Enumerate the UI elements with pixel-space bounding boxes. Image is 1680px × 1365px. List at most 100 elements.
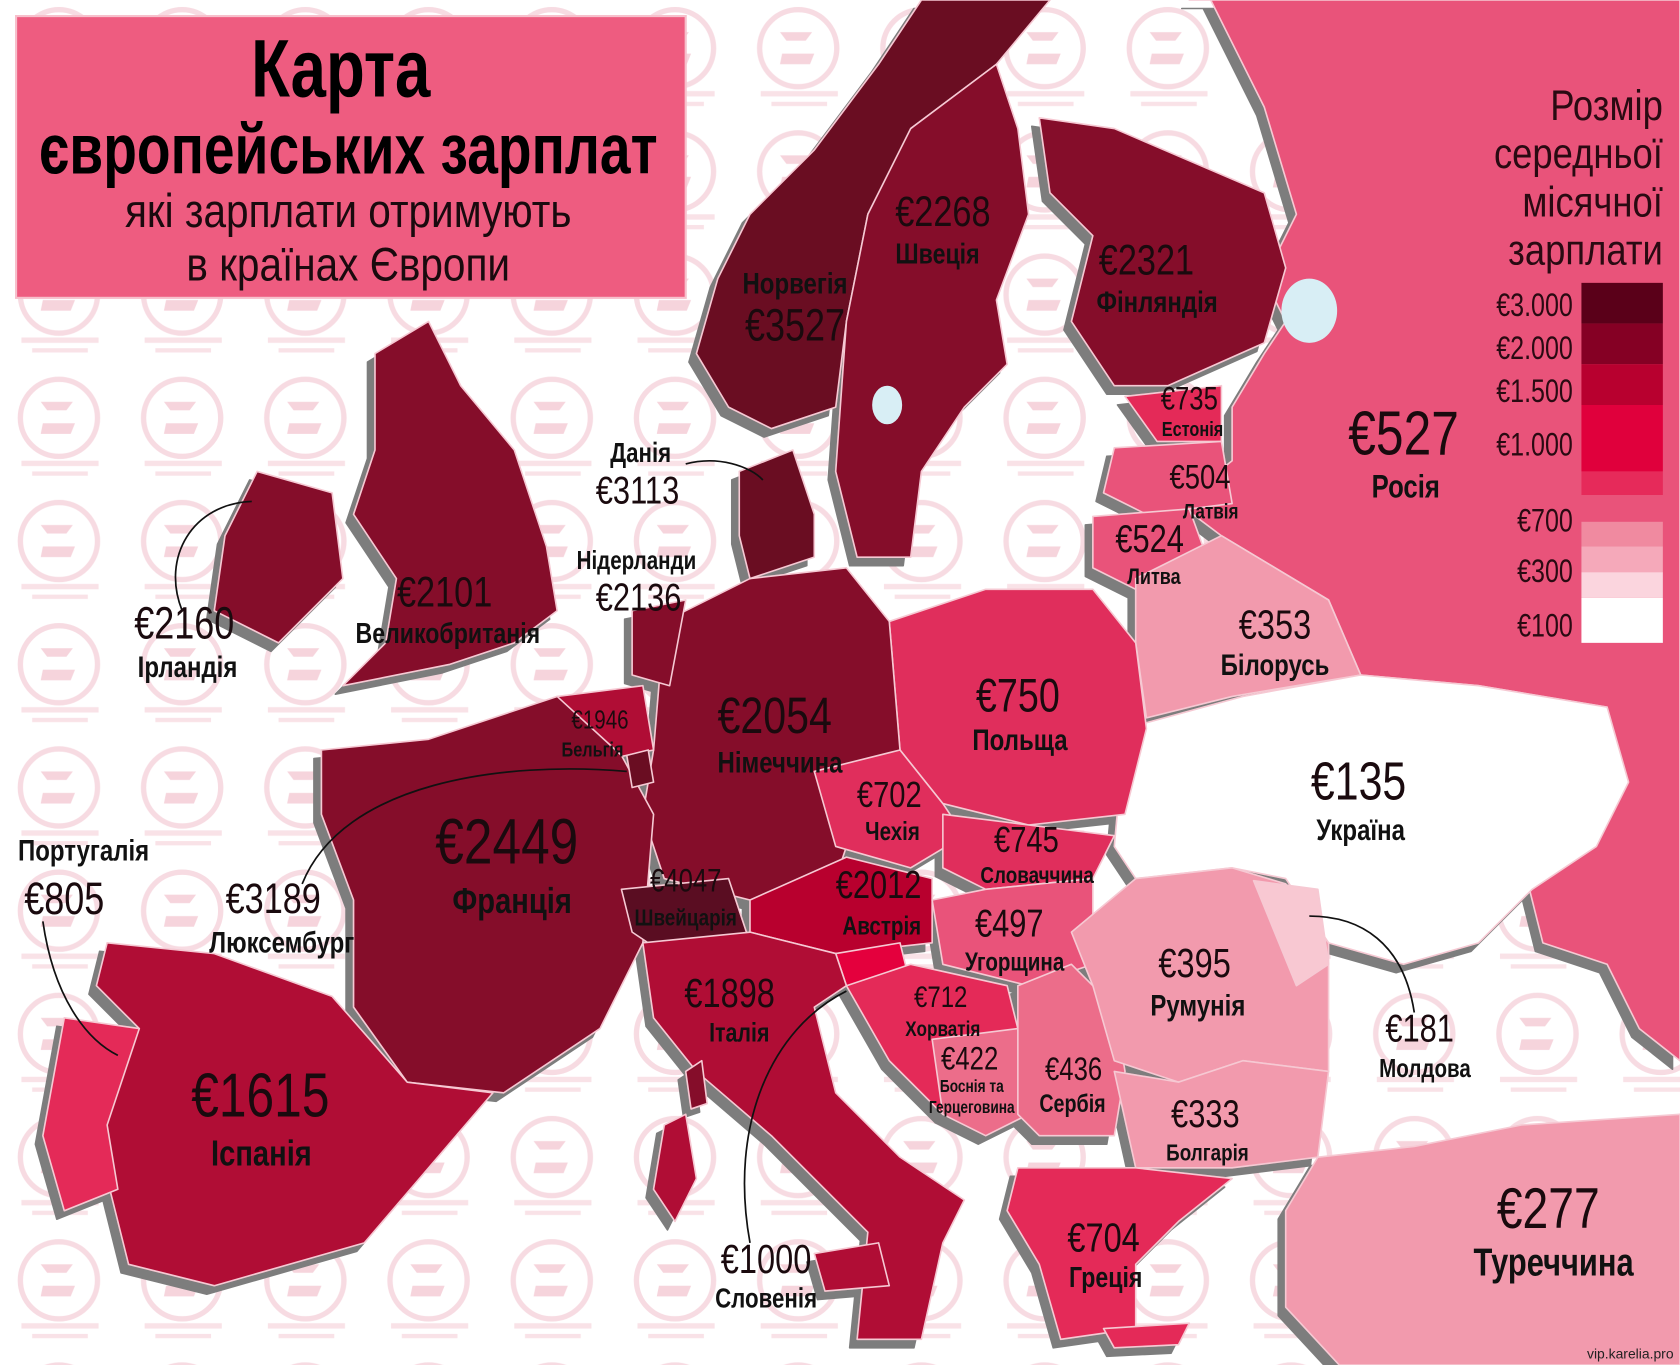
country-value: €712 [914, 980, 967, 1014]
country-27 [931, 1027, 1030, 1137]
legend-label: €2.000 [1496, 331, 1573, 367]
country-name: Туреччина [1473, 1241, 1634, 1284]
arrow-portugal [42, 921, 119, 1057]
country-value: €1000 [721, 1236, 812, 1281]
country-33 [1284, 1113, 1680, 1365]
country-value: €395 [1158, 941, 1230, 986]
arrow-denmark [685, 460, 764, 481]
country-name: Литва [1127, 565, 1181, 589]
country-value: €524 [1115, 518, 1184, 561]
country-value: €2321 [1099, 237, 1194, 284]
countries-layer [42, 0, 1680, 1365]
country-14 [342, 320, 558, 687]
country-name: Франція [452, 880, 571, 921]
legend-title-2: середньої [1494, 131, 1663, 178]
country-value: €1615 [191, 1060, 329, 1130]
country-23 [42, 1017, 141, 1212]
country-value: €422 [941, 1042, 998, 1077]
country-value: €181 [1385, 1007, 1454, 1050]
country-name: Швеція [895, 237, 979, 270]
country-name: Білорусь [1221, 647, 1330, 681]
title-box: Карта європейських зарплат які зарплати … [15, 15, 687, 299]
arrow-ireland [174, 500, 252, 612]
country-value: €704 [1067, 1215, 1139, 1260]
country-value: €2054 [717, 686, 831, 743]
country-value: €527 [1348, 398, 1459, 468]
country-name: Іспанія [211, 1133, 312, 1174]
country-11 [738, 449, 816, 580]
lake-onega [1281, 278, 1338, 343]
country-value: €353 [1239, 602, 1311, 647]
country-16 [625, 749, 655, 789]
country-31 [1113, 1059, 1330, 1169]
country-name: Сербія [1039, 1090, 1105, 1118]
lake-vanern [872, 385, 903, 425]
legend-label: €300 [1517, 554, 1573, 590]
country-name: Нідерланди [577, 546, 697, 575]
country-name: Болгарія [1166, 1139, 1249, 1166]
legend-swatch [1581, 323, 1663, 365]
credit-text: vip.karelia.pro [1587, 1346, 1674, 1362]
arrow-luxembourg [301, 768, 627, 885]
country-name: Росія [1372, 470, 1440, 505]
country-12 [631, 599, 687, 687]
legend-swatch [1581, 597, 1663, 643]
country-value: €3189 [226, 875, 321, 922]
country-name: Польща [972, 722, 1068, 756]
arrow-moldova [1309, 915, 1416, 1013]
legend-label: €3.000 [1496, 288, 1573, 324]
island [684, 1059, 708, 1110]
country-name: Норвегія [742, 266, 847, 300]
country-name: Угорщина [965, 948, 1065, 977]
island [813, 1242, 891, 1292]
country-value: €745 [994, 819, 1059, 860]
country-name: Латвія [1183, 500, 1239, 524]
country-name: Молдова [1379, 1054, 1472, 1083]
country-name: Великобританія [356, 616, 541, 649]
legend-swatch [1581, 364, 1663, 405]
arrows-layer [42, 460, 1416, 1244]
country-25 [642, 931, 966, 1341]
legend-swatch [1581, 471, 1663, 495]
country-value: €277 [1497, 1177, 1600, 1241]
country-name: Герцеговина [929, 1099, 1015, 1118]
country-13 [213, 470, 344, 644]
arrow-slovenia [743, 990, 847, 1244]
country-name: Фінляндія [1097, 284, 1218, 318]
country-value: €497 [975, 902, 1044, 945]
country-name: Румунія [1150, 988, 1245, 1022]
island [652, 1113, 698, 1223]
country-name: Австрія [842, 911, 921, 940]
legend-swatch [1581, 546, 1663, 573]
country-name: Швейцарія [635, 905, 737, 932]
country-name: Люксембург [209, 925, 354, 959]
country-name: Бельгія [562, 738, 624, 761]
legend-title-4: зарплати [1508, 227, 1663, 274]
country-30 [1252, 879, 1330, 987]
island [1102, 1322, 1191, 1349]
country-value: €4047 [650, 864, 721, 899]
legend-title-3: місячної [1522, 179, 1663, 226]
country-value: €2101 [397, 569, 492, 616]
country-2 [1038, 117, 1287, 387]
country-name: Греція [1069, 1260, 1142, 1293]
country-name: Боснія та [940, 1077, 1004, 1096]
country-name: Україна [1316, 812, 1405, 846]
country-name: Португалія [18, 833, 149, 867]
legend-label: €1.500 [1496, 374, 1573, 410]
country-value: €333 [1171, 1093, 1240, 1136]
country-value: €436 [1045, 1052, 1102, 1087]
country-name: Італія [709, 1018, 769, 1048]
country-value: €735 [1161, 382, 1218, 417]
country-value: €2160 [134, 598, 234, 649]
title-line2: європейських зарплат [39, 111, 658, 189]
country-value: €2136 [596, 576, 682, 619]
country-name: Чехія [865, 817, 920, 846]
country-value: €2449 [435, 806, 578, 878]
country-name: Словенія [715, 1283, 817, 1314]
country-name: Данія [610, 437, 671, 468]
country-value: €504 [1170, 458, 1231, 497]
country-value: €2012 [836, 864, 922, 907]
